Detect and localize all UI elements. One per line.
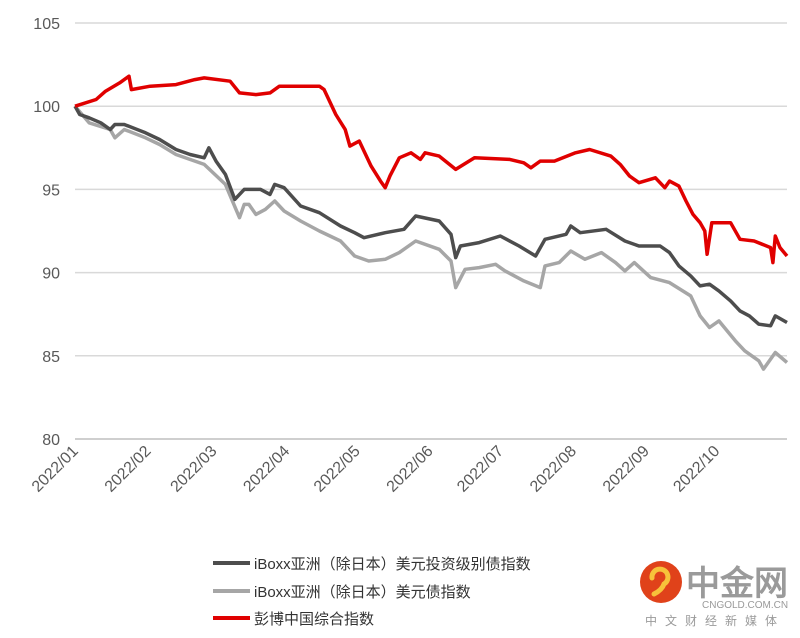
x-tick-label: 2022/10: [670, 443, 723, 496]
y-tick-label: 100: [33, 99, 60, 116]
y-tick-label: 80: [42, 432, 60, 449]
watermark-domain: CNGOLD.COM.CN: [702, 600, 788, 611]
x-tick-label: 2022/01: [29, 443, 82, 496]
y-tick-label: 95: [42, 182, 60, 199]
gridlines: [75, 22, 787, 440]
watermark-brand: 中金网: [686, 564, 788, 603]
x-tick-label: 2022/02: [102, 443, 155, 496]
x-tick-label: 2022/08: [527, 443, 580, 496]
y-axis-ticks: 80 85 90 95 100 105: [33, 16, 60, 449]
series-lines: [73, 74, 789, 371]
x-tick-label: 2022/05: [311, 443, 364, 496]
y-tick-label: 105: [33, 16, 60, 33]
x-tick-label: 2022/03: [168, 443, 221, 496]
legend: iBoxx亚洲（除日本）美元投资级别债指数 iBoxx亚洲（除日本）美元债指数 …: [213, 556, 531, 628]
legend-label-usd: iBoxx亚洲（除日本）美元债指数: [254, 584, 471, 601]
x-axis-ticks: 2022/01 2022/02 2022/03 2022/04 2022/05 2022/…: [29, 443, 723, 496]
x-tick-label: 2022/04: [240, 443, 293, 496]
x-tick-label: 2022/06: [384, 443, 437, 496]
x-tick-label: 2022/09: [600, 443, 653, 496]
series-line-1: [73, 105, 789, 371]
cngold-logo-icon: [640, 561, 682, 603]
watermark: 中金网 CNGOLD.COM.CN 中文财经新媒体: [640, 561, 788, 628]
legend-item-bloomberg: 彭博中国综合指数: [213, 611, 374, 628]
legend-item-usd: iBoxx亚洲（除日本）美元债指数: [213, 584, 471, 601]
legend-label-ig: iBoxx亚洲（除日本）美元投资级别债指数: [254, 556, 531, 573]
series-line-0: [73, 105, 788, 328]
y-tick-label: 90: [42, 266, 60, 283]
watermark-tagline: 中文财经新媒体: [645, 613, 785, 628]
series-line-2: [74, 74, 789, 265]
legend-label-bloomberg: 彭博中国综合指数: [254, 611, 374, 628]
y-tick-label: 85: [42, 349, 60, 366]
x-tick-label: 2022/07: [454, 443, 507, 496]
legend-item-ig: iBoxx亚洲（除日本）美元投资级别债指数: [213, 556, 531, 573]
